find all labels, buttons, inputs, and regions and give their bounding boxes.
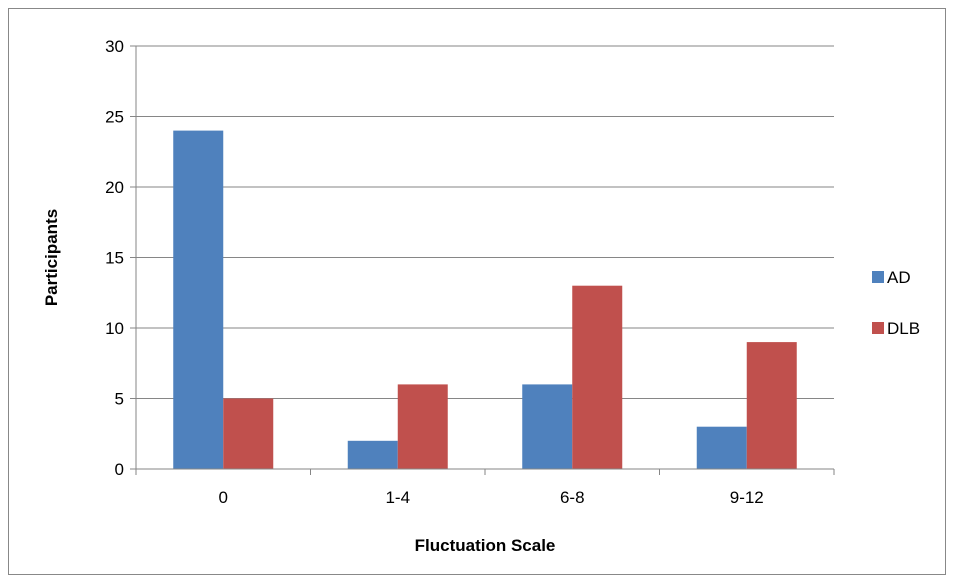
y-tick-label: 15 <box>105 249 124 268</box>
x-tick-label: 0 <box>219 488 228 507</box>
bar-chart: 0 5 10 15 20 25 30 0 1-4 6-8 9-12 Fluctuation Sca… <box>42 37 920 555</box>
bar-dlb-6-8 <box>572 285 623 469</box>
bar-ad-1-4 <box>347 440 398 469</box>
legend-swatch-dlb <box>872 322 884 334</box>
x-tick-label: 1-4 <box>385 488 410 507</box>
legend-label-ad: AD <box>887 268 911 287</box>
chart-frame: 0 5 10 15 20 25 30 0 1-4 6-8 9-12 Fluctuation Sca… <box>8 8 946 575</box>
y-axis-title: Participants <box>42 209 61 306</box>
x-axis-title: Fluctuation Scale <box>415 536 556 555</box>
bar-dlb-0 <box>223 398 274 469</box>
x-tick-label: 9-12 <box>730 488 764 507</box>
bar-dlb-1-4 <box>397 384 448 469</box>
bar-ad-0 <box>173 130 224 469</box>
y-tick-labels: 0 5 10 15 20 25 30 <box>105 37 124 479</box>
bar-ad-6-8 <box>522 384 573 469</box>
y-tick-label: 0 <box>115 460 124 479</box>
y-tick-label: 10 <box>105 319 124 338</box>
y-tick-label: 20 <box>105 178 124 197</box>
y-tick-label: 5 <box>115 390 124 409</box>
legend: AD DLB <box>872 268 920 338</box>
y-tick-label: 25 <box>105 108 124 127</box>
x-tick-label: 6-8 <box>560 488 585 507</box>
y-tick-label: 30 <box>105 37 124 56</box>
legend-label-dlb: DLB <box>887 319 920 338</box>
axes <box>135 46 835 475</box>
x-tick-labels: 0 1-4 6-8 9-12 <box>219 488 764 507</box>
bar-dlb-9-12 <box>746 342 797 469</box>
bar-ad-9-12 <box>696 426 747 469</box>
bars <box>173 130 797 469</box>
legend-swatch-ad <box>872 271 884 283</box>
